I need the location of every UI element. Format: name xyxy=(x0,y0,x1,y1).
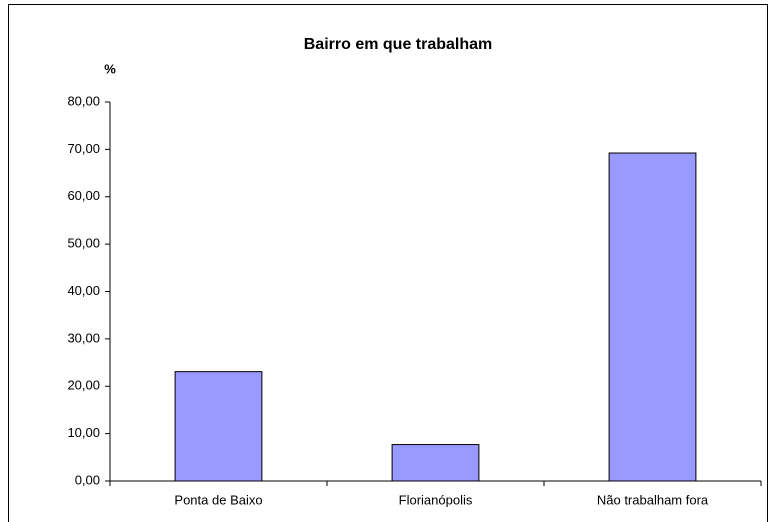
x-tick-label: Ponta de Baixo xyxy=(174,492,262,507)
y-tick-label: 20,00 xyxy=(67,378,100,393)
y-tick-label: 60,00 xyxy=(67,188,100,203)
y-tick-label: 50,00 xyxy=(67,236,100,251)
y-tick-label: 0,00 xyxy=(75,472,100,487)
x-tick-label: Florianópolis xyxy=(399,492,473,507)
y-tick-label: 30,00 xyxy=(67,330,100,345)
chart-title: Bairro em que trabalham xyxy=(304,36,493,53)
bar xyxy=(391,444,480,482)
y-tick-label: 80,00 xyxy=(67,93,100,108)
y-tick-label: 40,00 xyxy=(67,283,100,298)
y-tick-label: 10,00 xyxy=(67,425,100,440)
y-tick-label: 70,00 xyxy=(67,141,100,156)
bar xyxy=(174,371,263,482)
bar xyxy=(608,152,697,482)
x-tick-label: Não trabalham fora xyxy=(597,492,709,507)
y-axis-label: % xyxy=(104,61,116,76)
